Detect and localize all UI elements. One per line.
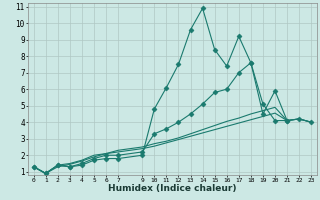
X-axis label: Humidex (Indice chaleur): Humidex (Indice chaleur)	[108, 184, 237, 193]
